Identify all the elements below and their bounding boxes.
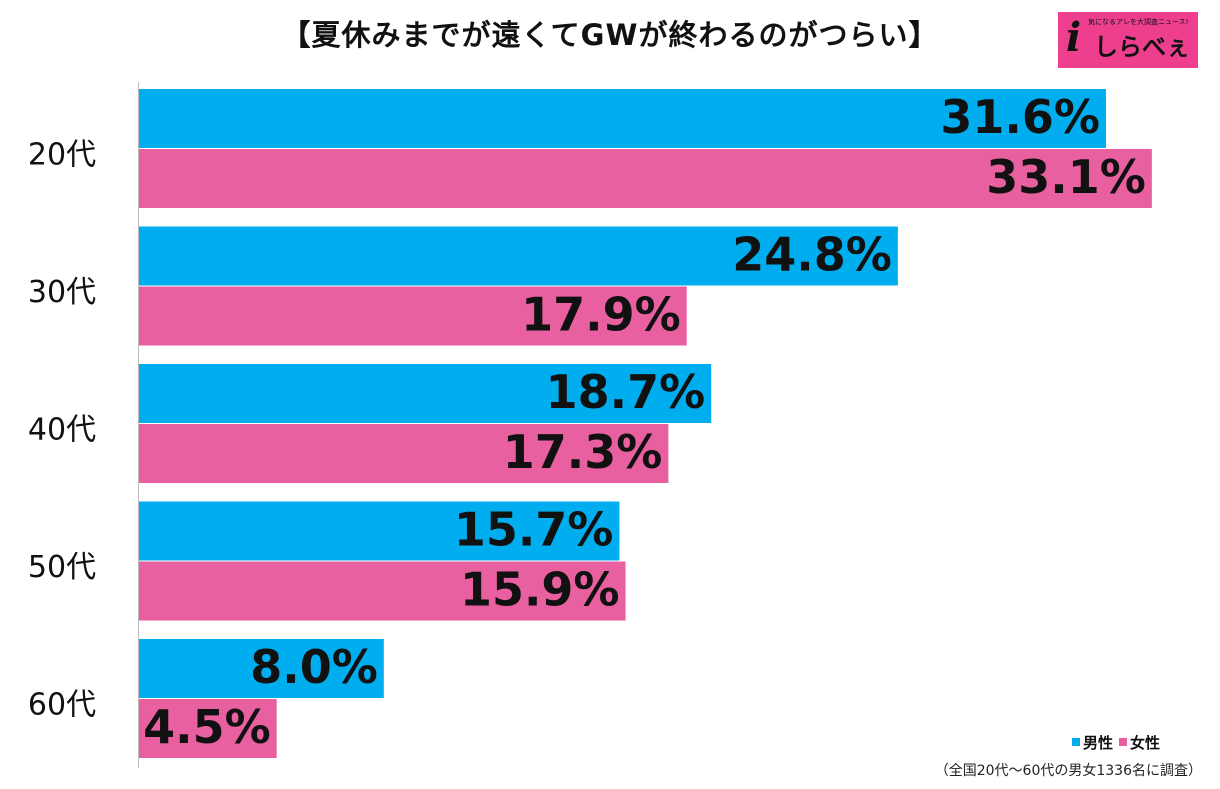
logo-mark-icon: i bbox=[1066, 14, 1082, 61]
chart-title: 【夏休みまでが遠くてGWが終わるのがつらい】 bbox=[281, 18, 939, 52]
data-label: 33.1% bbox=[986, 150, 1146, 204]
category-label: 60代 bbox=[28, 688, 96, 723]
data-label: 31.6% bbox=[940, 90, 1100, 144]
chart-legend: 男性 女性 bbox=[1072, 729, 1198, 755]
legend-item-male: 男性 bbox=[1072, 732, 1113, 753]
bar-female bbox=[139, 424, 669, 483]
logo-text: しらべぇ bbox=[1094, 33, 1190, 61]
brand-logo: 気になるアレを大調査ニュース! i しらべぇ bbox=[1058, 12, 1198, 68]
bar-female bbox=[139, 699, 277, 758]
category-label: 20代 bbox=[28, 138, 96, 173]
data-label: 17.3% bbox=[503, 425, 663, 479]
bar-male bbox=[139, 364, 712, 423]
legend-item-female: 女性 bbox=[1119, 732, 1160, 753]
category-label: 40代 bbox=[28, 413, 96, 448]
bar-male bbox=[139, 226, 898, 286]
data-label: 17.9% bbox=[521, 288, 681, 342]
category-label: 30代 bbox=[28, 275, 96, 310]
legend-swatch-male bbox=[1072, 738, 1080, 746]
data-label: 15.7% bbox=[454, 503, 614, 557]
data-label: 24.8% bbox=[732, 228, 892, 282]
logo-tagline: 気になるアレを大調査ニュース! bbox=[1088, 18, 1189, 26]
bar-female bbox=[139, 149, 1152, 208]
category-label: 50代 bbox=[28, 550, 96, 585]
legend-label-female: 女性 bbox=[1130, 733, 1161, 752]
survey-note: （全国20代～60代の男女1336名に調査） bbox=[934, 763, 1202, 779]
data-label: 18.7% bbox=[546, 365, 706, 419]
bar-male bbox=[139, 501, 620, 561]
bar-female bbox=[139, 561, 626, 621]
data-label: 8.0% bbox=[250, 640, 378, 694]
legend-swatch-female bbox=[1119, 738, 1128, 746]
legend-label-male: 男性 bbox=[1083, 733, 1114, 752]
data-label: 15.9% bbox=[460, 563, 620, 617]
data-label: 4.5% bbox=[143, 700, 271, 754]
bar-male bbox=[139, 89, 1106, 148]
bar-female bbox=[139, 286, 687, 346]
bar-male bbox=[139, 639, 384, 698]
